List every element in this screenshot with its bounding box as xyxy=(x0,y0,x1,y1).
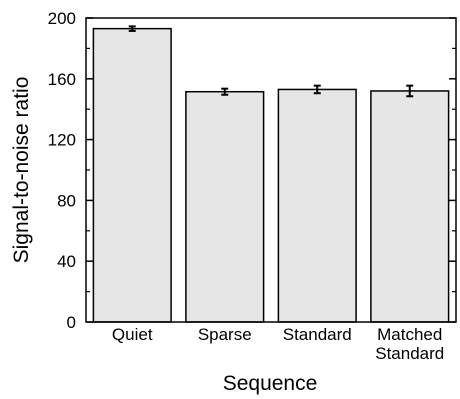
x-tick-label-line: Matched xyxy=(377,325,442,344)
bar-quiet xyxy=(92,27,172,323)
x-tick-label: Quiet xyxy=(112,325,153,344)
y-tick-label: 40 xyxy=(57,252,76,271)
y-tick-label: 80 xyxy=(57,191,76,210)
y-tick-label: 160 xyxy=(48,70,76,89)
x-tick-label: Sparse xyxy=(198,325,252,344)
x-tick-label-line: Quiet xyxy=(112,325,153,344)
plot-frame xyxy=(85,17,457,323)
y-tick-label: 120 xyxy=(48,131,76,150)
bar-matched-standard xyxy=(370,90,450,323)
y-axis-title: Signal-to-noise ratio xyxy=(10,77,33,264)
bar-sparse xyxy=(185,90,265,323)
y-tick-label: 0 xyxy=(67,313,76,332)
bars-group xyxy=(92,27,450,323)
x-axis-title: Sequence xyxy=(223,372,318,395)
x-tick-label: Matched Standard xyxy=(375,325,444,363)
y-axis-ticks: 0 40 80 120 160 200 xyxy=(48,9,456,332)
x-axis-tick-labels: Quiet Sparse Standard Matched Standard xyxy=(112,325,444,363)
x-tick-label: Standard xyxy=(283,325,352,344)
x-tick-label-line: Sparse xyxy=(198,325,252,344)
error-bars-group xyxy=(128,25,414,98)
y-tick-label: 200 xyxy=(48,9,76,28)
x-tick-label-line: Standard xyxy=(283,325,352,344)
bar-standard xyxy=(277,88,357,323)
x-tick-label-line: Standard xyxy=(375,344,444,363)
